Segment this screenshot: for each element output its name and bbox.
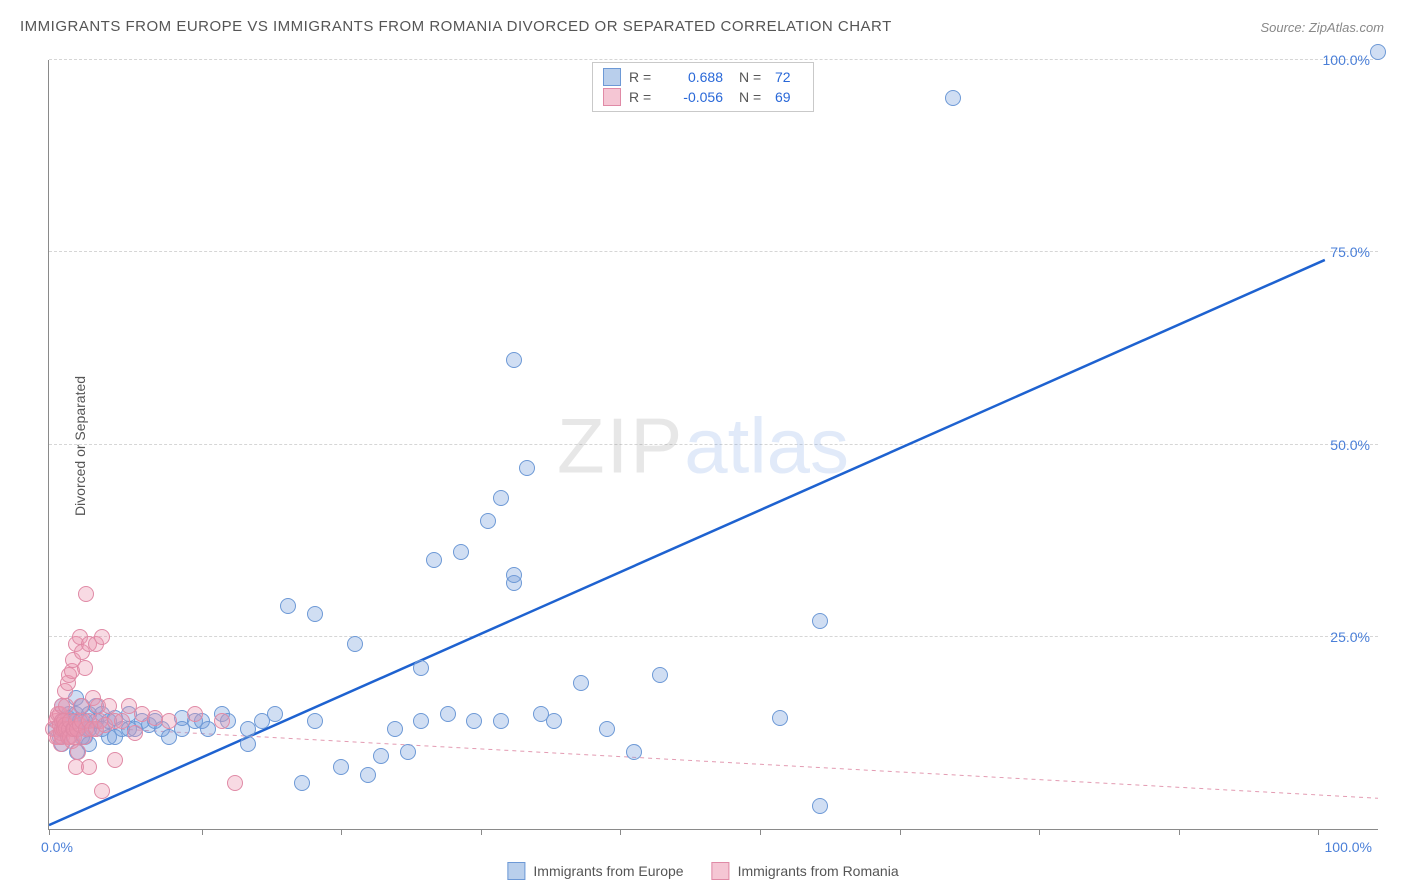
data-point bbox=[480, 513, 496, 529]
legend-n-value: 72 bbox=[775, 69, 803, 85]
data-point bbox=[294, 775, 310, 791]
legend-r-value: -0.056 bbox=[667, 89, 723, 105]
x-tick bbox=[49, 829, 50, 835]
data-point bbox=[78, 586, 94, 602]
data-point bbox=[280, 598, 296, 614]
y-tick-label: 75.0% bbox=[1330, 244, 1370, 260]
x-tick bbox=[1039, 829, 1040, 835]
data-point bbox=[214, 713, 230, 729]
data-point bbox=[227, 775, 243, 791]
data-point bbox=[307, 713, 323, 729]
chart-title: IMMIGRANTS FROM EUROPE VS IMMIGRANTS FRO… bbox=[20, 18, 892, 35]
data-point bbox=[519, 460, 535, 476]
data-point bbox=[599, 721, 615, 737]
legend-n-value: 69 bbox=[775, 89, 803, 105]
legend-r-label: R = bbox=[629, 89, 659, 105]
data-point bbox=[453, 544, 469, 560]
legend-r-label: R = bbox=[629, 69, 659, 85]
data-point bbox=[333, 759, 349, 775]
data-point bbox=[440, 706, 456, 722]
data-point bbox=[387, 721, 403, 737]
gridline bbox=[49, 251, 1378, 252]
data-point bbox=[114, 713, 130, 729]
data-point bbox=[573, 675, 589, 691]
data-point bbox=[58, 698, 74, 714]
x-tick-label-min: 0.0% bbox=[41, 839, 73, 855]
data-point bbox=[626, 744, 642, 760]
legend-item: Immigrants from Romania bbox=[712, 862, 899, 880]
plot-area: 25.0%50.0%75.0%100.0%0.0%100.0% bbox=[48, 60, 1378, 830]
data-point bbox=[70, 744, 86, 760]
data-point bbox=[94, 783, 110, 799]
x-tick bbox=[760, 829, 761, 835]
y-tick-label: 50.0% bbox=[1330, 437, 1370, 453]
data-point bbox=[772, 710, 788, 726]
data-point bbox=[812, 798, 828, 814]
data-point bbox=[94, 629, 110, 645]
data-point bbox=[187, 706, 203, 722]
legend-n-label: N = bbox=[739, 89, 767, 105]
legend-series: Immigrants from Europe Immigrants from Ro… bbox=[507, 862, 898, 880]
gridline bbox=[49, 636, 1378, 637]
data-point bbox=[161, 713, 177, 729]
data-point bbox=[81, 759, 97, 775]
data-point bbox=[466, 713, 482, 729]
data-point bbox=[493, 713, 509, 729]
data-point bbox=[77, 660, 93, 676]
legend-r-value: 0.688 bbox=[667, 69, 723, 85]
x-tick bbox=[900, 829, 901, 835]
legend-swatch bbox=[603, 68, 621, 86]
data-point bbox=[240, 736, 256, 752]
data-point bbox=[1370, 44, 1386, 60]
x-tick bbox=[620, 829, 621, 835]
legend-row: R = -0.056 N = 69 bbox=[603, 87, 803, 107]
y-tick-label: 25.0% bbox=[1330, 629, 1370, 645]
x-tick bbox=[202, 829, 203, 835]
gridline bbox=[49, 444, 1378, 445]
data-point bbox=[413, 660, 429, 676]
legend-swatch bbox=[603, 88, 621, 106]
data-point bbox=[267, 706, 283, 722]
data-point bbox=[493, 490, 509, 506]
x-tick bbox=[1179, 829, 1180, 835]
data-point bbox=[506, 567, 522, 583]
data-point bbox=[373, 748, 389, 764]
data-point bbox=[945, 90, 961, 106]
legend-row: R = 0.688 N = 72 bbox=[603, 67, 803, 87]
data-point bbox=[426, 552, 442, 568]
data-point bbox=[400, 744, 416, 760]
legend-n-label: N = bbox=[739, 69, 767, 85]
legend-item: Immigrants from Europe bbox=[507, 862, 683, 880]
source-attribution: Source: ZipAtlas.com bbox=[1260, 20, 1384, 35]
legend-swatch bbox=[507, 862, 525, 880]
gridline bbox=[49, 59, 1378, 60]
x-tick bbox=[341, 829, 342, 835]
x-tick-label-max: 100.0% bbox=[1325, 839, 1372, 855]
y-tick-label: 100.0% bbox=[1323, 52, 1370, 68]
x-tick bbox=[481, 829, 482, 835]
data-point bbox=[546, 713, 562, 729]
data-point bbox=[107, 752, 123, 768]
legend-label: Immigrants from Europe bbox=[533, 863, 683, 879]
legend-swatch bbox=[712, 862, 730, 880]
legend-correlation: R = 0.688 N = 72 R = -0.056 N = 69 bbox=[592, 62, 814, 112]
data-point bbox=[652, 667, 668, 683]
data-point bbox=[360, 767, 376, 783]
data-point bbox=[506, 352, 522, 368]
data-point bbox=[413, 713, 429, 729]
data-point bbox=[812, 613, 828, 629]
data-point bbox=[127, 725, 143, 741]
data-point bbox=[307, 606, 323, 622]
data-point bbox=[101, 698, 117, 714]
legend-label: Immigrants from Romania bbox=[738, 863, 899, 879]
x-tick bbox=[1318, 829, 1319, 835]
trend-lines bbox=[49, 60, 1378, 829]
data-point bbox=[347, 636, 363, 652]
